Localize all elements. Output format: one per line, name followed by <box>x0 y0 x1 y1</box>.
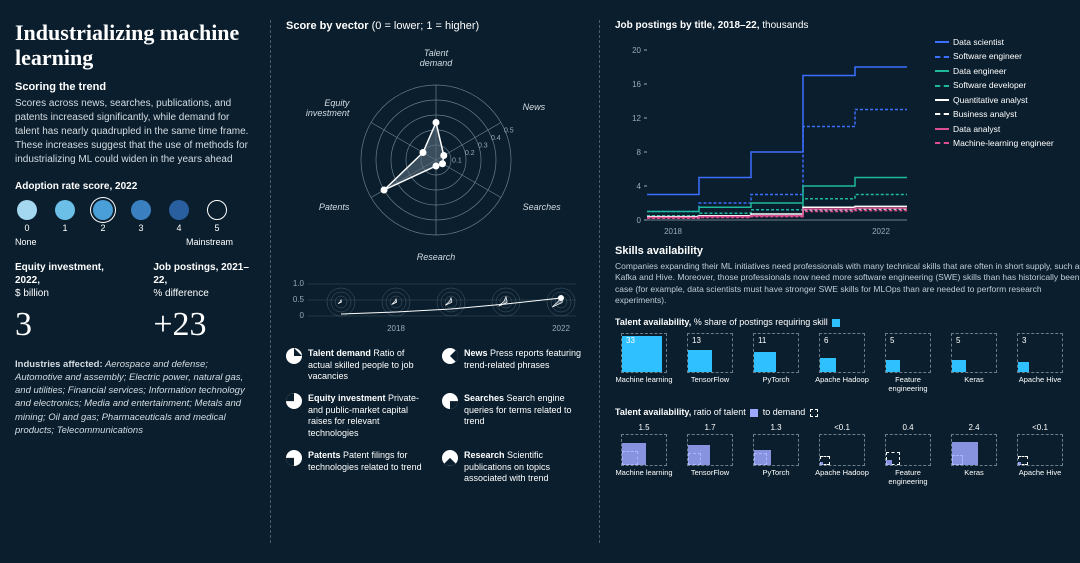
adoption-dot-num: 0 <box>15 223 39 233</box>
scoring-head: Scoring the trend <box>15 81 255 93</box>
svg-text:1.0: 1.0 <box>293 279 305 288</box>
avail2-swatch-demand <box>810 409 818 417</box>
avail2-title: Talent availability, ratio of talent to … <box>615 407 1080 417</box>
jobchart-title: Job postings by title, 2018–22, thousand… <box>615 20 1080 31</box>
skill-box: 3Apache Hive <box>1011 333 1069 393</box>
sparkline-chart: 1.0 0.5 0 2018 2022 <box>286 276 586 336</box>
svg-text:20: 20 <box>632 46 641 55</box>
skill-box: 33Machine learning <box>615 333 673 393</box>
step-legend-item: Business analyst <box>935 107 1054 121</box>
legend-pie-icon <box>442 393 458 409</box>
adoption-label: Adoption rate score, 2022 <box>15 181 255 192</box>
ratio-box: 1.5Machine learning <box>615 423 673 486</box>
svg-text:0.3: 0.3 <box>478 143 488 150</box>
avail1-title: Talent availability, % share of postings… <box>615 317 1080 327</box>
svg-text:Talentdemand: Talentdemand <box>420 48 454 68</box>
legend-pie-icon <box>286 450 302 466</box>
stat2-value: +23 <box>153 306 255 344</box>
adoption-dots: 0 1 2 3 4 5 <box>15 200 255 233</box>
svg-text:4: 4 <box>637 182 642 191</box>
step-legend-item: Data analyst <box>935 122 1054 136</box>
adoption-dot-4 <box>169 200 189 220</box>
legend-pie-icon <box>442 348 458 364</box>
svg-text:Equityinvestment: Equityinvestment <box>306 98 350 118</box>
skill-box: 13TensorFlow <box>681 333 739 393</box>
svg-text:News: News <box>523 102 546 112</box>
legend-item: Research Scientific publications on topi… <box>442 450 584 485</box>
avail1-boxes: 33Machine learning13TensorFlow11PyTorch6… <box>615 333 1080 393</box>
svg-text:Patents: Patents <box>319 202 350 212</box>
legend-item: Searches Search engine queries for terms… <box>442 393 584 440</box>
page-title: Industrializing machine learning <box>15 20 255 71</box>
svg-text:2022: 2022 <box>872 227 890 235</box>
svg-text:0.4: 0.4 <box>491 135 501 142</box>
adoption-dot-2 <box>93 200 113 220</box>
adoption-dot-5 <box>207 200 227 220</box>
stat1-label: Equity investment, 2022, $ billion <box>15 261 123 300</box>
svg-text:2018: 2018 <box>387 324 405 333</box>
svg-text:8: 8 <box>637 148 642 157</box>
legend-pie-icon <box>286 393 302 409</box>
adoption-dot-1 <box>55 200 75 220</box>
svg-text:12: 12 <box>632 114 641 123</box>
step-legend-item: Data engineer <box>935 64 1054 78</box>
svg-text:0.1: 0.1 <box>452 158 462 165</box>
ratio-box: 2.4Keras <box>945 423 1003 486</box>
radar-chart: 0.10.20.30.40.5 Talentdemand News Searches R… <box>286 40 586 270</box>
step-legend-item: Software developer <box>935 78 1054 92</box>
svg-text:0: 0 <box>637 216 642 225</box>
adoption-dot-num: 1 <box>53 223 77 233</box>
step-chart: 0 4 8 12 16 20 2018 2022 <box>615 35 925 235</box>
ratio-box: 0.4Feature engineering <box>879 423 937 486</box>
skills-body: Companies expanding their ML initiatives… <box>615 261 1080 307</box>
avail1-swatch <box>832 319 840 327</box>
avail2-boxes: 1.5Machine learning1.7TensorFlow1.3PyTor… <box>615 423 1080 486</box>
svg-text:2022: 2022 <box>552 324 570 333</box>
skill-box: 5Keras <box>945 333 1003 393</box>
skill-box: 5Feature engineering <box>879 333 937 393</box>
skills-head: Skills availability <box>615 245 1080 257</box>
adoption-dot-num: 3 <box>129 223 153 233</box>
adoption-dot-num: 5 <box>205 223 229 233</box>
ratio-box: <0.1Apache Hive <box>1011 423 1069 486</box>
legend-item: Talent demand Ratio of actual skilled pe… <box>286 348 428 383</box>
avail2-swatch-talent <box>750 409 758 417</box>
radar-legend: Talent demand Ratio of actual skilled pe… <box>286 348 584 485</box>
legend-item: Equity investment Private- and public-ma… <box>286 393 428 440</box>
step-legend-item: Machine-learning engineer <box>935 136 1054 150</box>
svg-text:0: 0 <box>300 311 305 320</box>
adoption-dot-0 <box>17 200 37 220</box>
svg-text:Searches: Searches <box>523 202 562 212</box>
adoption-dot-num: 2 <box>91 223 115 233</box>
legend-pie-icon <box>442 450 458 466</box>
adoption-end-left: None <box>15 237 37 247</box>
industries: Industries affected: Aerospace and defen… <box>15 358 255 438</box>
svg-text:0.2: 0.2 <box>465 150 475 157</box>
step-legend-item: Data scientist <box>935 35 1054 49</box>
adoption-dot-3 <box>131 200 151 220</box>
svg-text:16: 16 <box>632 80 641 89</box>
scoring-body: Scores across news, searches, publicatio… <box>15 97 255 167</box>
adoption-dot-num: 4 <box>167 223 191 233</box>
svg-text:Research: Research <box>417 252 456 262</box>
step-legend: Data scientistSoftware engineerData engi… <box>935 35 1054 235</box>
stat1-value: 3 <box>15 306 123 344</box>
ratio-box: <0.1Apache Hadoop <box>813 423 871 486</box>
ratio-box: 1.7TensorFlow <box>681 423 739 486</box>
radar-title: Score by vector (0 = lower; 1 = higher) <box>286 20 584 32</box>
svg-text:2018: 2018 <box>664 227 682 235</box>
skill-box: 11PyTorch <box>747 333 805 393</box>
skill-box: 6Apache Hadoop <box>813 333 871 393</box>
stat2-label: Job postings, 2021–22, % difference <box>153 261 255 300</box>
svg-text:0.5: 0.5 <box>293 295 305 304</box>
adoption-end-right: Mainstream <box>186 237 233 247</box>
legend-pie-icon <box>286 348 302 364</box>
ratio-box: 1.3PyTorch <box>747 423 805 486</box>
legend-item: Patents Patent filings for technologies … <box>286 450 428 485</box>
svg-text:0.5: 0.5 <box>504 128 514 135</box>
step-legend-item: Quantitative analyst <box>935 93 1054 107</box>
legend-item: News Press reports featuring trend-relat… <box>442 348 584 383</box>
step-legend-item: Software engineer <box>935 49 1054 63</box>
